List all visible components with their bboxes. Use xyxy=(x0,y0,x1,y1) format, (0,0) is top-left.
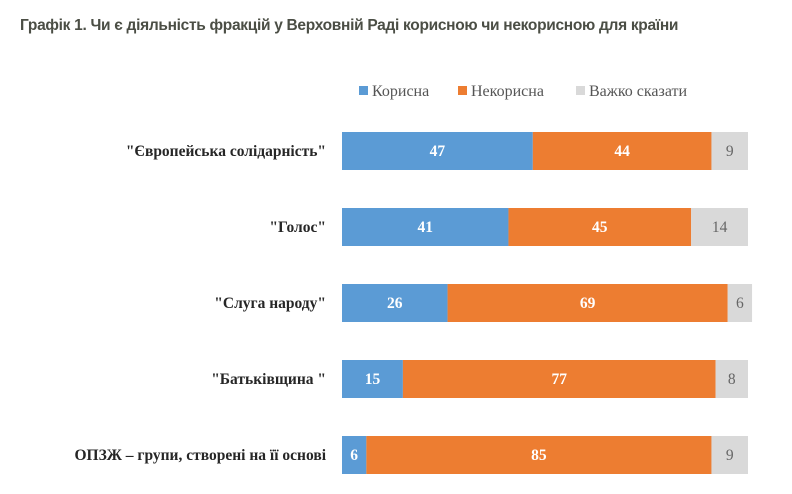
bar-segment-3-0 xyxy=(342,360,403,398)
bar-segment-1-0 xyxy=(342,208,509,246)
bar-segment-2-1 xyxy=(447,284,728,322)
legend-label-1: Некорисна xyxy=(471,83,544,100)
bar-segment-0-0 xyxy=(342,132,533,170)
data-label-0-0: 47 xyxy=(430,143,446,160)
bar-segment-1-2 xyxy=(691,208,748,246)
legend-label-0: Корисна xyxy=(372,83,429,100)
bar-segment-0-2 xyxy=(711,132,748,170)
category-label-2: "Слуга народу" xyxy=(214,295,326,312)
category-label-3: "Батьківщина " xyxy=(211,371,326,388)
data-label-2-1: 69 xyxy=(580,295,596,312)
category-label-4: ОПЗЖ – групи, створені на її основі xyxy=(75,447,327,464)
data-label-1-0: 41 xyxy=(417,219,433,236)
bar-segment-2-2 xyxy=(727,284,753,322)
bar-segment-4-1 xyxy=(366,436,712,474)
data-label-3-1: 77 xyxy=(551,371,567,388)
bar-segment-3-2 xyxy=(715,360,748,398)
data-label-2-2: 6 xyxy=(736,295,744,312)
legend-label-2: Важко сказати xyxy=(589,83,688,100)
bar-segment-1-1 xyxy=(508,208,692,246)
data-label-4-2: 9 xyxy=(726,447,734,464)
legend-swatch-1 xyxy=(458,86,467,95)
data-label-0-1: 44 xyxy=(614,143,630,160)
bar-segment-2-0 xyxy=(342,284,448,322)
bar-segment-0-1 xyxy=(532,132,712,170)
bar-segment-4-0 xyxy=(342,436,367,474)
data-label-4-1: 85 xyxy=(531,447,547,464)
legend-swatch-0 xyxy=(359,86,368,95)
data-label-1-2: 14 xyxy=(712,219,728,236)
category-label-0: "Європейська солідарність" xyxy=(126,143,326,160)
data-label-2-0: 26 xyxy=(387,295,403,312)
category-label-1: "Голос" xyxy=(269,219,326,236)
data-label-4-0: 6 xyxy=(350,447,358,464)
data-label-3-2: 8 xyxy=(728,371,736,388)
bar-segment-3-1 xyxy=(402,360,716,398)
data-label-0-2: 9 xyxy=(726,143,734,160)
data-label-1-1: 45 xyxy=(592,219,608,236)
legend-swatch-2 xyxy=(576,86,585,95)
data-label-3-0: 15 xyxy=(365,371,381,388)
chart-title: Графік 1. Чи є діяльність фракцій у Верх… xyxy=(20,17,679,34)
bar-segment-4-2 xyxy=(711,436,748,474)
